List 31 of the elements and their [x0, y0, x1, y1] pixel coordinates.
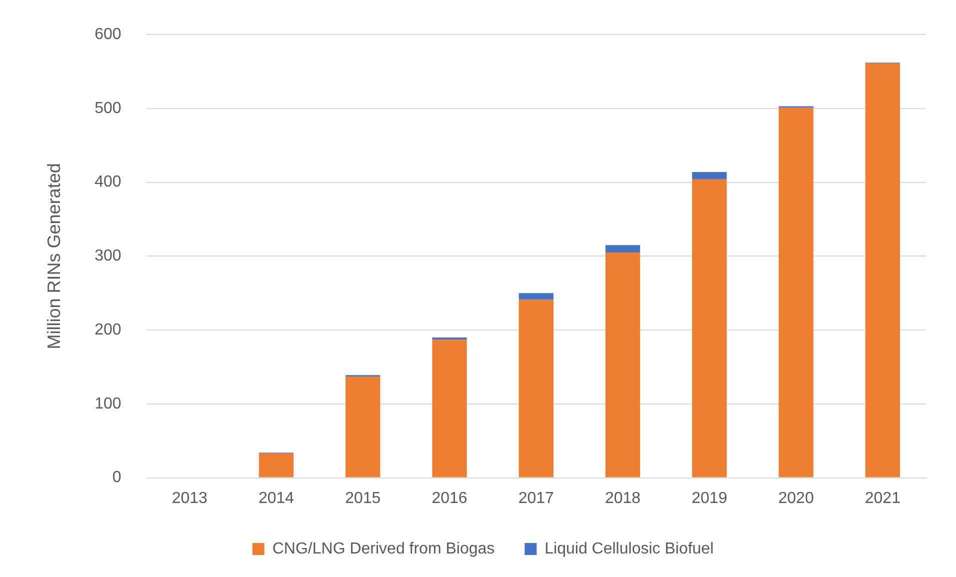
bar: [432, 340, 467, 478]
x-tick-label: 2018: [604, 490, 641, 507]
x-tick-label: 2015: [345, 490, 381, 507]
legend-label: Liquid Cellulosic Biofuel: [544, 540, 714, 558]
bar: [432, 337, 467, 340]
y-tick-label: 600: [94, 26, 122, 44]
bar: [518, 293, 554, 300]
y-tick-label: 0: [112, 469, 122, 486]
bar: [778, 108, 814, 478]
y-tick-label: 500: [94, 100, 122, 117]
bar: [605, 245, 640, 253]
bar: [692, 179, 727, 478]
y-tick-label: 400: [94, 174, 122, 191]
bar: [605, 252, 640, 478]
bar: [865, 63, 900, 478]
x-tick-label: 2020: [778, 490, 814, 507]
x-tick-label: 2013: [172, 490, 208, 507]
x-tick-label: 2017: [518, 490, 554, 507]
bar: [518, 300, 554, 478]
x-tick-label: 2021: [864, 490, 901, 507]
bar: [692, 172, 727, 180]
y-axis-title: Million RINs Generated: [44, 163, 64, 350]
legend-label: CNG/LNG Derived from Biogas: [272, 540, 495, 558]
bar: [258, 453, 294, 478]
x-tick-label: 2014: [258, 490, 294, 507]
y-tick-label: 300: [94, 248, 122, 265]
x-tick-label: 2019: [692, 490, 728, 507]
y-tick-label: 100: [94, 395, 122, 412]
bar: [346, 376, 380, 478]
y-tick-label: 200: [94, 321, 122, 338]
x-tick-label: 2016: [432, 490, 468, 507]
